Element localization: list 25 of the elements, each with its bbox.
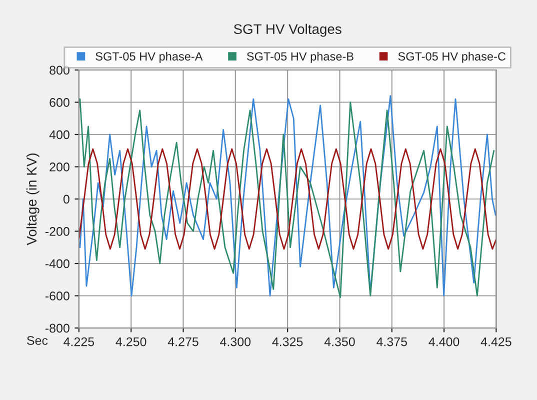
legend-label: SGT-05 HV phase-B	[246, 52, 354, 63]
x-tick-label: 4.400	[428, 337, 460, 346]
y-axis-title: Voltage (in KV)	[26, 154, 40, 246]
y-tick-label: -800	[45, 324, 70, 333]
x-tick-label: 4.425	[480, 337, 512, 346]
x-tick-label: 4.250	[116, 337, 146, 346]
y-tick-label: 200	[50, 162, 70, 172]
legend-label: SGT-05 HV phase-A	[96, 52, 203, 63]
x-tick-label: 4.350	[324, 337, 355, 346]
x-tick-label: 4.325	[272, 337, 303, 346]
legend-label: SGT-05 HV phase-C	[398, 52, 506, 63]
x-tick-label: 4.275	[168, 337, 198, 346]
chart-title: SGT HV Voltages	[234, 24, 342, 37]
y-tick-label: 600	[50, 98, 70, 107]
y-tick-label: 400	[49, 130, 70, 140]
y-tick-label: -200	[45, 227, 70, 236]
y-tick-label: -600	[45, 292, 70, 300]
x-tick-label: 4.375	[376, 337, 407, 346]
y-tick-label: 800	[50, 66, 70, 75]
line-series	[78, 148, 496, 250]
x-tick-label: 4.225	[64, 337, 94, 346]
x-tick-label: 4.300	[220, 337, 251, 346]
x-axis-title: Sec	[27, 336, 48, 345]
y-tick-label: -400	[45, 259, 70, 268]
y-tick-label: 0	[63, 194, 70, 204]
